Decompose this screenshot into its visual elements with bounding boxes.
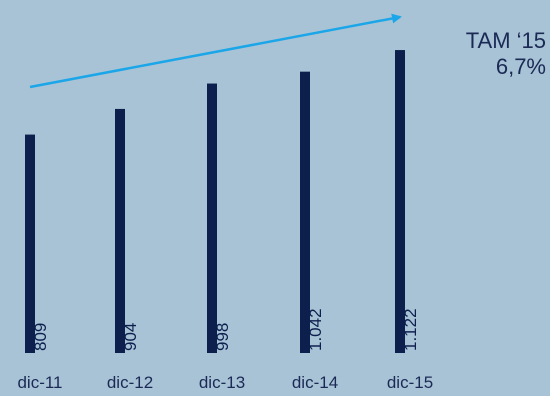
value-label-dic-14: 1.042 (306, 308, 325, 351)
cagr-label: TAM ‘15 (465, 28, 546, 53)
bar-dic-12 (115, 108, 125, 353)
value-label-dic-12: 904 (121, 323, 140, 351)
x-tick-dic-13: dic-13 (199, 373, 245, 392)
bar-dic-11 (25, 134, 35, 353)
x-tick-dic-12: dic-12 (107, 373, 153, 392)
bar-dic-14 (300, 71, 310, 353)
x-tick-dic-15: dic-15 (387, 373, 433, 392)
x-tick-dic-11: dic-11 (17, 373, 62, 392)
cagr-annotation: TAM ‘15 6,7% (466, 28, 546, 80)
value-label-dic-15: 1.122 (401, 308, 420, 351)
trend-arrow (29, 13, 402, 89)
value-label-dic-13: 998 (213, 323, 232, 351)
cagr-value: 6,7% (495, 54, 546, 79)
x-tick-dic-14: dic-14 (292, 373, 338, 392)
value-label-dic-11: 809 (31, 323, 50, 351)
bar-dic-13 (207, 83, 217, 353)
bar-dic-15 (395, 50, 405, 354)
